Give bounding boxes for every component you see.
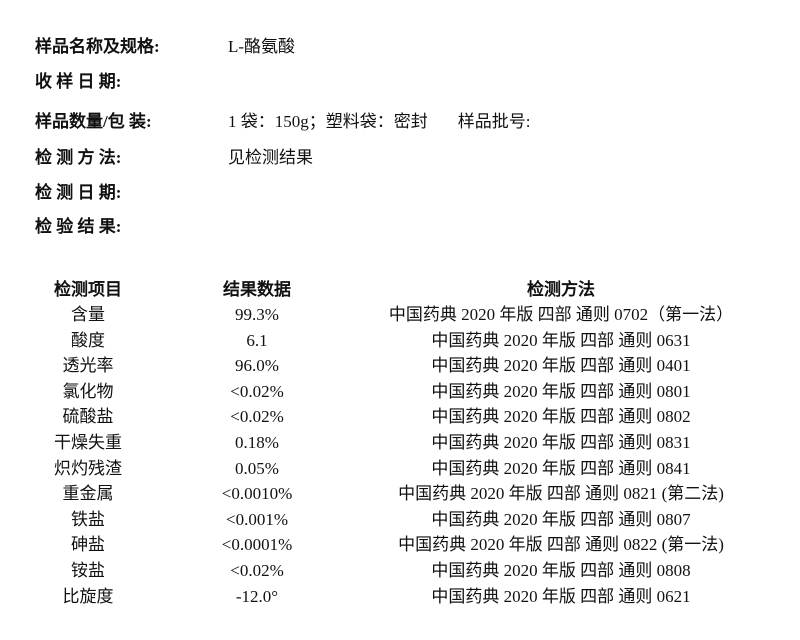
test-method: 中国药典 2020 年版 四部 通则 0822 (第一法): [398, 535, 724, 555]
test-item: 铁盐: [71, 509, 105, 529]
test-item: 透光率: [62, 356, 114, 376]
test-method: 中国药典 2020 年版 四部 通则 0801: [431, 381, 691, 401]
test-method: 中国药典 2020 年版 四部 通则 0821 (第二法): [398, 484, 724, 504]
batch-number-label: 样品批号:: [457, 112, 531, 131]
test-item: 硫酸盐: [62, 407, 114, 427]
info-row: 检 测 方 法: 见检测结果: [35, 148, 313, 168]
test-item: 砷盐: [71, 535, 105, 555]
result-value: <0.0010%: [221, 484, 293, 504]
info-label: 检 验 结 果:: [35, 217, 122, 236]
result-value: <0.02%: [230, 561, 284, 580]
header-method: 检测方法: [527, 280, 595, 299]
test-method: 中国药典 2020 年版 四部 通则 0802: [431, 407, 691, 427]
result-value: <0.02%: [230, 407, 284, 427]
test-item: 重金属: [62, 484, 114, 504]
result-value: 0.18%: [235, 433, 279, 452]
result-value: 0.05%: [235, 458, 279, 478]
test-method: 中国药典 2020 年版 四部 通则 0807: [431, 509, 691, 529]
info-row: 样品名称及规格: L-酪氨酸: [35, 37, 295, 57]
info-label: 样品数量/包 装:: [35, 112, 152, 131]
info-row: 收 样 日 期:: [35, 72, 228, 92]
result-value: <0.0001%: [221, 535, 293, 555]
test-method: 中国药典 2020 年版 四部 通则 0808: [431, 561, 691, 580]
header-test-item: 检测项目: [54, 280, 122, 299]
test-item: 氯化物: [62, 381, 114, 401]
result-value: <0.001%: [226, 509, 288, 529]
header-result: 结果数据: [223, 280, 291, 299]
result-value: 6.1: [246, 330, 268, 350]
result-value: <0.02%: [230, 381, 284, 401]
test-method: 中国药典 2020 年版 四部 通则 0702（第一法）: [388, 305, 734, 324]
info-label: 检 测 方 法:: [35, 148, 122, 167]
test-item: 炽灼残渣: [54, 458, 122, 478]
info-label: 检 测 日 期:: [35, 183, 122, 202]
info-value: 见检测结果: [228, 148, 313, 167]
info-value: 1 袋：150g；塑料袋：密封: [228, 112, 428, 131]
info-row: 检 测 日 期:: [35, 183, 228, 203]
test-item: 铵盐: [71, 561, 105, 580]
info-row: 样品数量/包 装: 1 袋：150g；塑料袋：密封 样品批号:: [35, 112, 530, 132]
test-item: 干燥失重: [54, 433, 122, 452]
test-method: 中国药典 2020 年版 四部 通则 0621: [431, 586, 691, 606]
test-item: 酸度: [71, 330, 105, 350]
info-label: 样品名称及规格:: [35, 37, 160, 56]
test-method: 中国药典 2020 年版 四部 通则 0841: [431, 458, 691, 478]
test-method: 中国药典 2020 年版 四部 通则 0831: [431, 433, 691, 452]
info-row: 检 验 结 果:: [35, 217, 228, 237]
result-value: 96.0%: [235, 356, 279, 376]
result-value: 99.3%: [235, 305, 279, 324]
test-item: 含量: [71, 305, 105, 324]
test-method: 中国药典 2020 年版 四部 通则 0401: [431, 356, 691, 376]
info-label: 收 样 日 期:: [35, 72, 122, 91]
test-method: 中国药典 2020 年版 四部 通则 0631: [431, 330, 691, 350]
info-value: L-酪氨酸: [228, 37, 296, 56]
result-value: -12.0°: [235, 586, 279, 606]
test-item: 比旋度: [62, 586, 114, 606]
